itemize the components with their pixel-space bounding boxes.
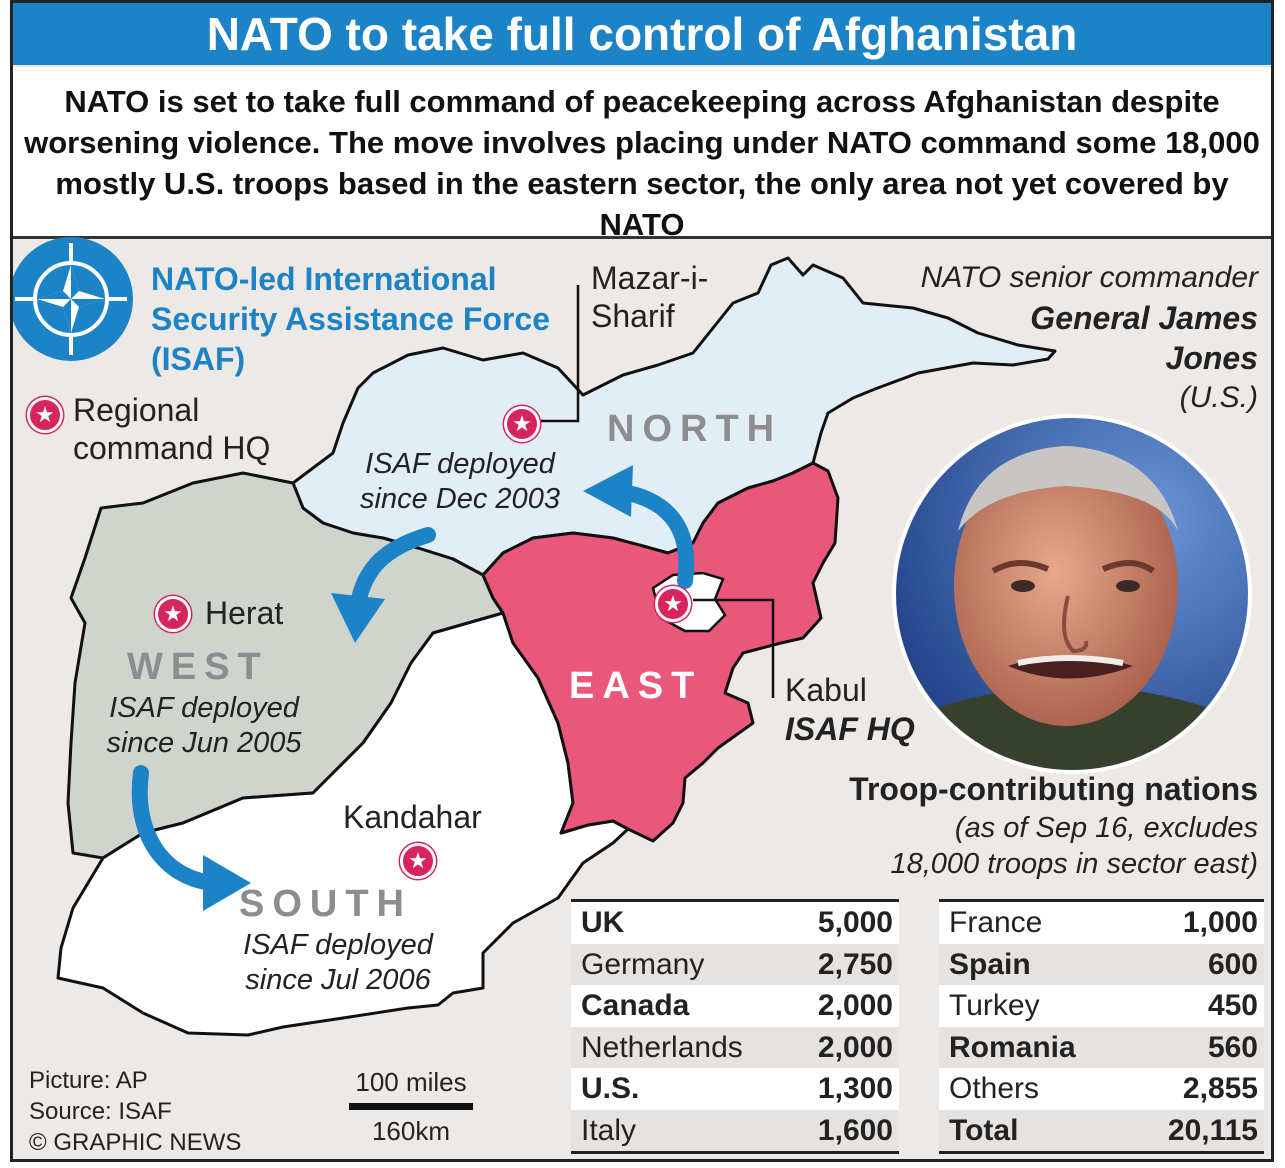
arrowhead-south xyxy=(203,855,251,911)
region-note-west: ISAF deployed since Jun 2005 xyxy=(106,692,302,759)
troop-table-right: France 1,000 Spain 600 Turkey 450 Romania 560 Ot… xyxy=(939,899,1264,1154)
table-subtitle-2: 18,000 troops in sector east) xyxy=(890,848,1258,880)
arrowhead-north xyxy=(583,465,633,517)
legend-star-icon: ★ xyxy=(27,397,63,433)
isaf-logo-label: NATO-led International Security Assistan… xyxy=(151,261,550,377)
hq-star-kandahar: ★ xyxy=(400,843,436,879)
page-title: NATO to take full control of Afghanistan xyxy=(13,3,1271,65)
commander-country: (U.S.) xyxy=(1179,381,1258,414)
country-name: Turkey xyxy=(949,989,1040,1022)
table-row: Netherlands 2,000 xyxy=(571,1026,899,1068)
country-name: Netherlands xyxy=(581,1030,743,1064)
scale-bar xyxy=(349,1103,473,1110)
country-name: UK xyxy=(581,906,625,939)
troop-count: 450 xyxy=(1207,989,1258,1022)
legend-hq-label: Regional command HQ xyxy=(73,392,271,466)
country-name: Spain xyxy=(949,947,1031,981)
lede-text: NATO is set to take full command of peac… xyxy=(13,67,1271,242)
expansion-arrows xyxy=(131,483,695,891)
hq-star-herat: ★ xyxy=(155,596,191,632)
afghanistan-map xyxy=(56,256,1057,1110)
troop-count: 2,855 xyxy=(1182,1072,1258,1105)
region-label-north: NORTH xyxy=(607,408,783,450)
table-row: Germany 2,750 xyxy=(571,943,899,985)
table-row: Turkey 450 xyxy=(939,985,1264,1027)
country-name: Germany xyxy=(581,947,705,981)
troop-count: 600 xyxy=(1207,947,1258,981)
commander-portrait-photo xyxy=(892,414,1252,774)
kabul-leader-line xyxy=(693,598,775,698)
troop-count: 5,000 xyxy=(817,906,893,939)
troop-table-left: UK 5,000 Germany 2,750 Canada 2,000 Netherland… xyxy=(571,899,899,1154)
troop-count: 2,750 xyxy=(817,947,893,981)
mazar-leader-line xyxy=(541,285,580,423)
region-east-shape xyxy=(481,461,840,843)
arrowhead-west xyxy=(331,593,385,643)
table-row: Total 20,115 xyxy=(939,1109,1264,1151)
credit-picture: Picture: AP xyxy=(29,1067,148,1094)
credit-copyright: © GRAPHIC NEWS xyxy=(29,1129,242,1156)
troop-count: 1,300 xyxy=(817,1072,893,1105)
region-note-south: ISAF deployed since Jul 2006 xyxy=(243,929,433,996)
credits-block: Picture: AP Source: ISAF © GRAPHIC NEWS xyxy=(29,1065,241,1158)
region-label-east: EAST xyxy=(569,665,703,707)
city-label-kandahar: Kandahar xyxy=(343,799,482,835)
city-label-mazar: Mazar-i-Sharif xyxy=(591,260,709,334)
credit-source: Source: ISAF xyxy=(29,1098,172,1125)
troop-count: 2,000 xyxy=(817,1030,893,1064)
scale-km-label: 160km xyxy=(371,1116,451,1146)
region-label-west: WEST xyxy=(127,646,269,688)
troop-count: 20,115 xyxy=(1167,1113,1258,1147)
table-row: Others 2,855 xyxy=(939,1068,1264,1110)
commander-name-line2: Jones xyxy=(1165,340,1258,376)
country-name: France xyxy=(949,906,1043,939)
nato-logo-icon xyxy=(13,237,133,361)
region-note-north: ISAF deployed since Dec 2003 xyxy=(360,448,560,515)
arrow-north-to-west xyxy=(350,527,436,611)
arrow-west-to-south xyxy=(131,765,221,891)
region-label-south: SOUTH xyxy=(239,883,412,925)
troop-count: 1,600 xyxy=(817,1113,893,1147)
city-label-isaf-hq: ISAF HQ xyxy=(785,711,915,747)
troop-count: 560 xyxy=(1207,1030,1258,1064)
table-title: Troop-contributing nations xyxy=(849,771,1258,807)
troop-count: 2,000 xyxy=(817,989,893,1022)
city-label-kabul: Kabul xyxy=(785,672,867,708)
table-header: Troop-contributing nations (as of Sep 16… xyxy=(673,768,1258,882)
table-row: Romania 560 xyxy=(939,1026,1264,1068)
table-row: Italy 1,600 xyxy=(571,1109,899,1151)
city-label-herat: Herat xyxy=(205,595,284,631)
table-row: U.S. 1,300 xyxy=(571,1068,899,1110)
table-row: France 1,000 xyxy=(939,902,1264,944)
commander-role: NATO senior commander xyxy=(920,261,1258,294)
country-name: Others xyxy=(949,1072,1040,1105)
hq-star-kabul: ★ xyxy=(655,586,691,622)
country-name: Romania xyxy=(949,1030,1076,1064)
table-row: Canada 2,000 xyxy=(571,985,899,1027)
commander-block: NATO senior commander General James Jone… xyxy=(793,258,1258,418)
country-name: Canada xyxy=(581,989,690,1022)
country-name: Italy xyxy=(581,1113,637,1147)
hq-star-mazar: ★ xyxy=(504,406,540,442)
troop-count: 1,000 xyxy=(1182,906,1258,939)
commander-name-line1: General James xyxy=(1030,300,1258,336)
infographic-frame: NATO to take full control of Afghanistan… xyxy=(10,0,1274,1162)
country-name: Total xyxy=(949,1113,1019,1147)
country-name: U.S. xyxy=(581,1072,640,1105)
table-subtitle-1: (as of Sep 16, excludes xyxy=(954,812,1258,844)
table-row: Spain 600 xyxy=(939,943,1264,985)
table-row: UK 5,000 xyxy=(571,902,899,944)
arrow-east-to-north xyxy=(610,483,695,589)
scale-miles-label: 100 miles xyxy=(355,1067,467,1097)
